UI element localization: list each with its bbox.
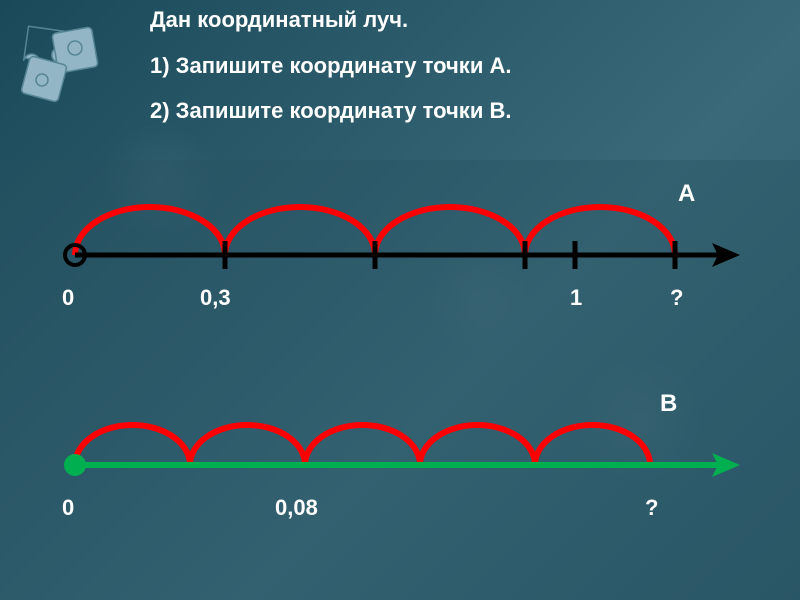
number-line-a: 0 0,3 1 ? А [50, 180, 750, 320]
header-line-1: Дан координатный луч. [150, 0, 780, 40]
header-line-3: 2) Запишите координату точки В. [150, 91, 780, 131]
number-line-a-svg [50, 180, 750, 320]
puzzle-corner-decoration [0, 0, 140, 120]
header-line-2: 1) Запишите координату точки А. [150, 46, 780, 86]
label-zero-b: 0 [62, 495, 74, 521]
header-text: Дан координатный луч. 1) Запишите коорди… [150, 0, 780, 137]
label-one-a: 1 [570, 285, 582, 311]
label-question-b: ? [645, 495, 658, 521]
diagram-area: 0 0,3 1 ? А 0 0,08 ? В [0, 160, 800, 600]
label-mid-b: 0,08 [275, 495, 318, 521]
label-first-tick-a: 0,3 [200, 285, 231, 311]
label-zero-a: 0 [62, 285, 74, 311]
point-label-a: А [678, 180, 695, 208]
number-line-b: 0 0,08 ? В [50, 390, 750, 530]
point-label-b: В [660, 390, 677, 418]
label-question-a: ? [670, 285, 683, 311]
